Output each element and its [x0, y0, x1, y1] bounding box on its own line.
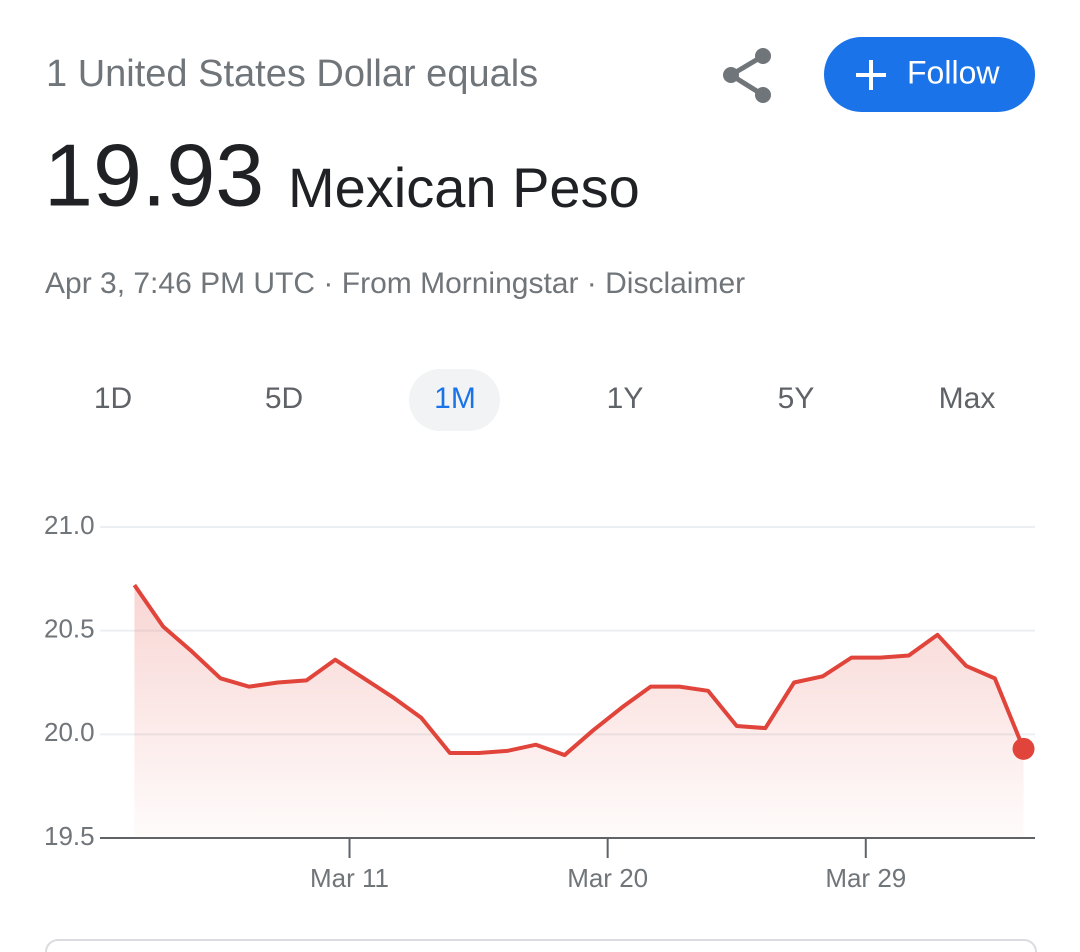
tab[interactable]: 1Y: [607, 382, 644, 415]
y-tick-label: 21.0: [44, 510, 95, 540]
price-line: [132, 583, 1026, 758]
share-button[interactable]: [723, 48, 771, 103]
follow-label[interactable]: Follow: [907, 54, 1000, 90]
card-edge: [45, 939, 1037, 952]
tab-selected-bg: [409, 369, 500, 431]
area: [134, 585, 1024, 838]
meta: Apr 3, 7:46 PM UTC · From Morningstar · …: [45, 267, 745, 300]
tab[interactable]: 1D: [94, 382, 132, 415]
tabs: 1D 5D 1M 1Y 5Y Max: [94, 382, 996, 415]
tab[interactable]: 1M: [434, 382, 476, 415]
last-point: [1012, 737, 1035, 760]
y-tick-label: 20.0: [44, 717, 95, 747]
x-tick-label: Mar 29: [825, 863, 906, 893]
currency: Mexican Peso: [288, 156, 640, 219]
tab[interactable]: Max: [939, 382, 996, 415]
rate: 19.93: [44, 125, 264, 224]
tab[interactable]: 5D: [265, 382, 303, 415]
follow-button[interactable]: Follow: [824, 37, 1035, 112]
y-tick-label: 19.5: [44, 821, 95, 851]
tab[interactable]: 5Y: [778, 382, 815, 415]
y-tick-label: 20.5: [44, 614, 95, 644]
x-tick-label: Mar 11: [310, 863, 389, 893]
x-tick-label: Mar 20: [567, 863, 648, 893]
title: 1 United States Dollar equals: [46, 53, 538, 95]
